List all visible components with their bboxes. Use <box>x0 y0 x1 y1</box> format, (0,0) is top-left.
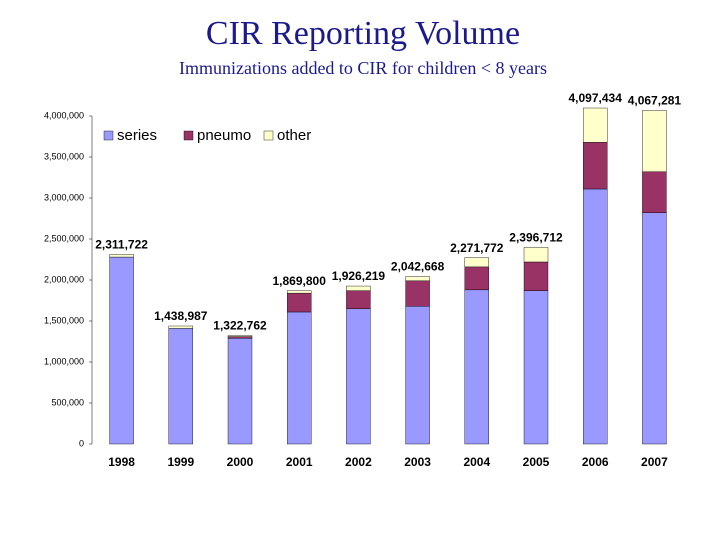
bar-segment <box>287 290 312 294</box>
y-tick-label: 2,500,000 <box>44 233 84 243</box>
legend-label: pneumo <box>197 127 251 144</box>
chart-title: CIR Reporting Volume <box>206 15 520 52</box>
y-tick-label: 1,000,000 <box>44 356 84 366</box>
bar-segment <box>464 257 489 268</box>
bar-segment <box>405 276 430 282</box>
bar-segment <box>346 290 371 309</box>
total-label: 2,396,712 <box>509 231 563 245</box>
bar-segment <box>464 289 489 445</box>
total-label: 2,311,722 <box>95 238 148 252</box>
total-label: 1,869,800 <box>273 274 327 288</box>
total-label: 1,438,987 <box>154 309 208 323</box>
x-tick-label: 2005 <box>523 455 550 469</box>
y-tick-label: 3,000,000 <box>44 192 84 202</box>
bar-segment <box>523 261 549 291</box>
legend-label: other <box>277 127 311 144</box>
total-label: 4,067,281 <box>628 94 682 108</box>
x-tick-label: 2000 <box>227 455 254 469</box>
y-tick-label: 2,000,000 <box>44 274 84 284</box>
y-tick-label: 3,500,000 <box>44 151 84 161</box>
bar-segment <box>642 171 667 213</box>
legend-swatch <box>103 130 114 141</box>
total-label: 2,042,668 <box>391 260 445 274</box>
total-label: 2,271,772 <box>450 241 504 255</box>
x-tick-label: 2007 <box>641 455 668 469</box>
bar-segment <box>583 188 608 445</box>
legend-swatch <box>263 130 274 141</box>
x-tick-label: 1999 <box>167 455 194 469</box>
x-tick-label: 2006 <box>582 455 609 469</box>
bar-segment <box>227 336 253 339</box>
total-label: 1,322,762 <box>213 319 267 333</box>
bar-segment <box>405 280 430 307</box>
chart-subtitle: Immunizations added to CIR for children … <box>179 58 547 78</box>
bar-segment <box>109 256 134 445</box>
bar-segment <box>346 308 371 445</box>
bar-segment <box>464 266 489 291</box>
bar-segment <box>227 335 253 337</box>
bar-segment <box>405 306 430 445</box>
bar-segment <box>583 142 608 190</box>
bar-segment <box>287 292 312 313</box>
bar-segment <box>287 311 312 445</box>
bar-segment <box>346 285 371 291</box>
y-tick-label: 4,000,000 <box>44 110 84 120</box>
bar-segment <box>109 254 134 258</box>
x-tick-label: 1998 <box>108 455 135 469</box>
y-tick-label: 500,000 <box>51 397 84 407</box>
x-tick-label: 2002 <box>345 455 372 469</box>
bar-segment <box>227 338 253 445</box>
total-label: 1,926,219 <box>332 269 386 283</box>
legend-swatch <box>183 130 194 141</box>
total-label: 4,097,434 <box>569 91 623 105</box>
bar-segment <box>642 110 667 172</box>
bar-segment <box>168 328 194 445</box>
legend-label: series <box>117 127 157 144</box>
y-tick-label: 1,500,000 <box>44 315 84 325</box>
x-tick-label: 2003 <box>404 455 431 469</box>
y-tick-label: 0 <box>79 438 84 448</box>
bar-segment <box>523 247 549 263</box>
bar-segment <box>523 290 549 445</box>
x-tick-label: 2004 <box>463 455 490 469</box>
bar-segment <box>583 107 608 143</box>
bar-segment <box>168 325 194 329</box>
bar-segment <box>642 212 667 445</box>
x-tick-label: 2001 <box>286 455 313 469</box>
